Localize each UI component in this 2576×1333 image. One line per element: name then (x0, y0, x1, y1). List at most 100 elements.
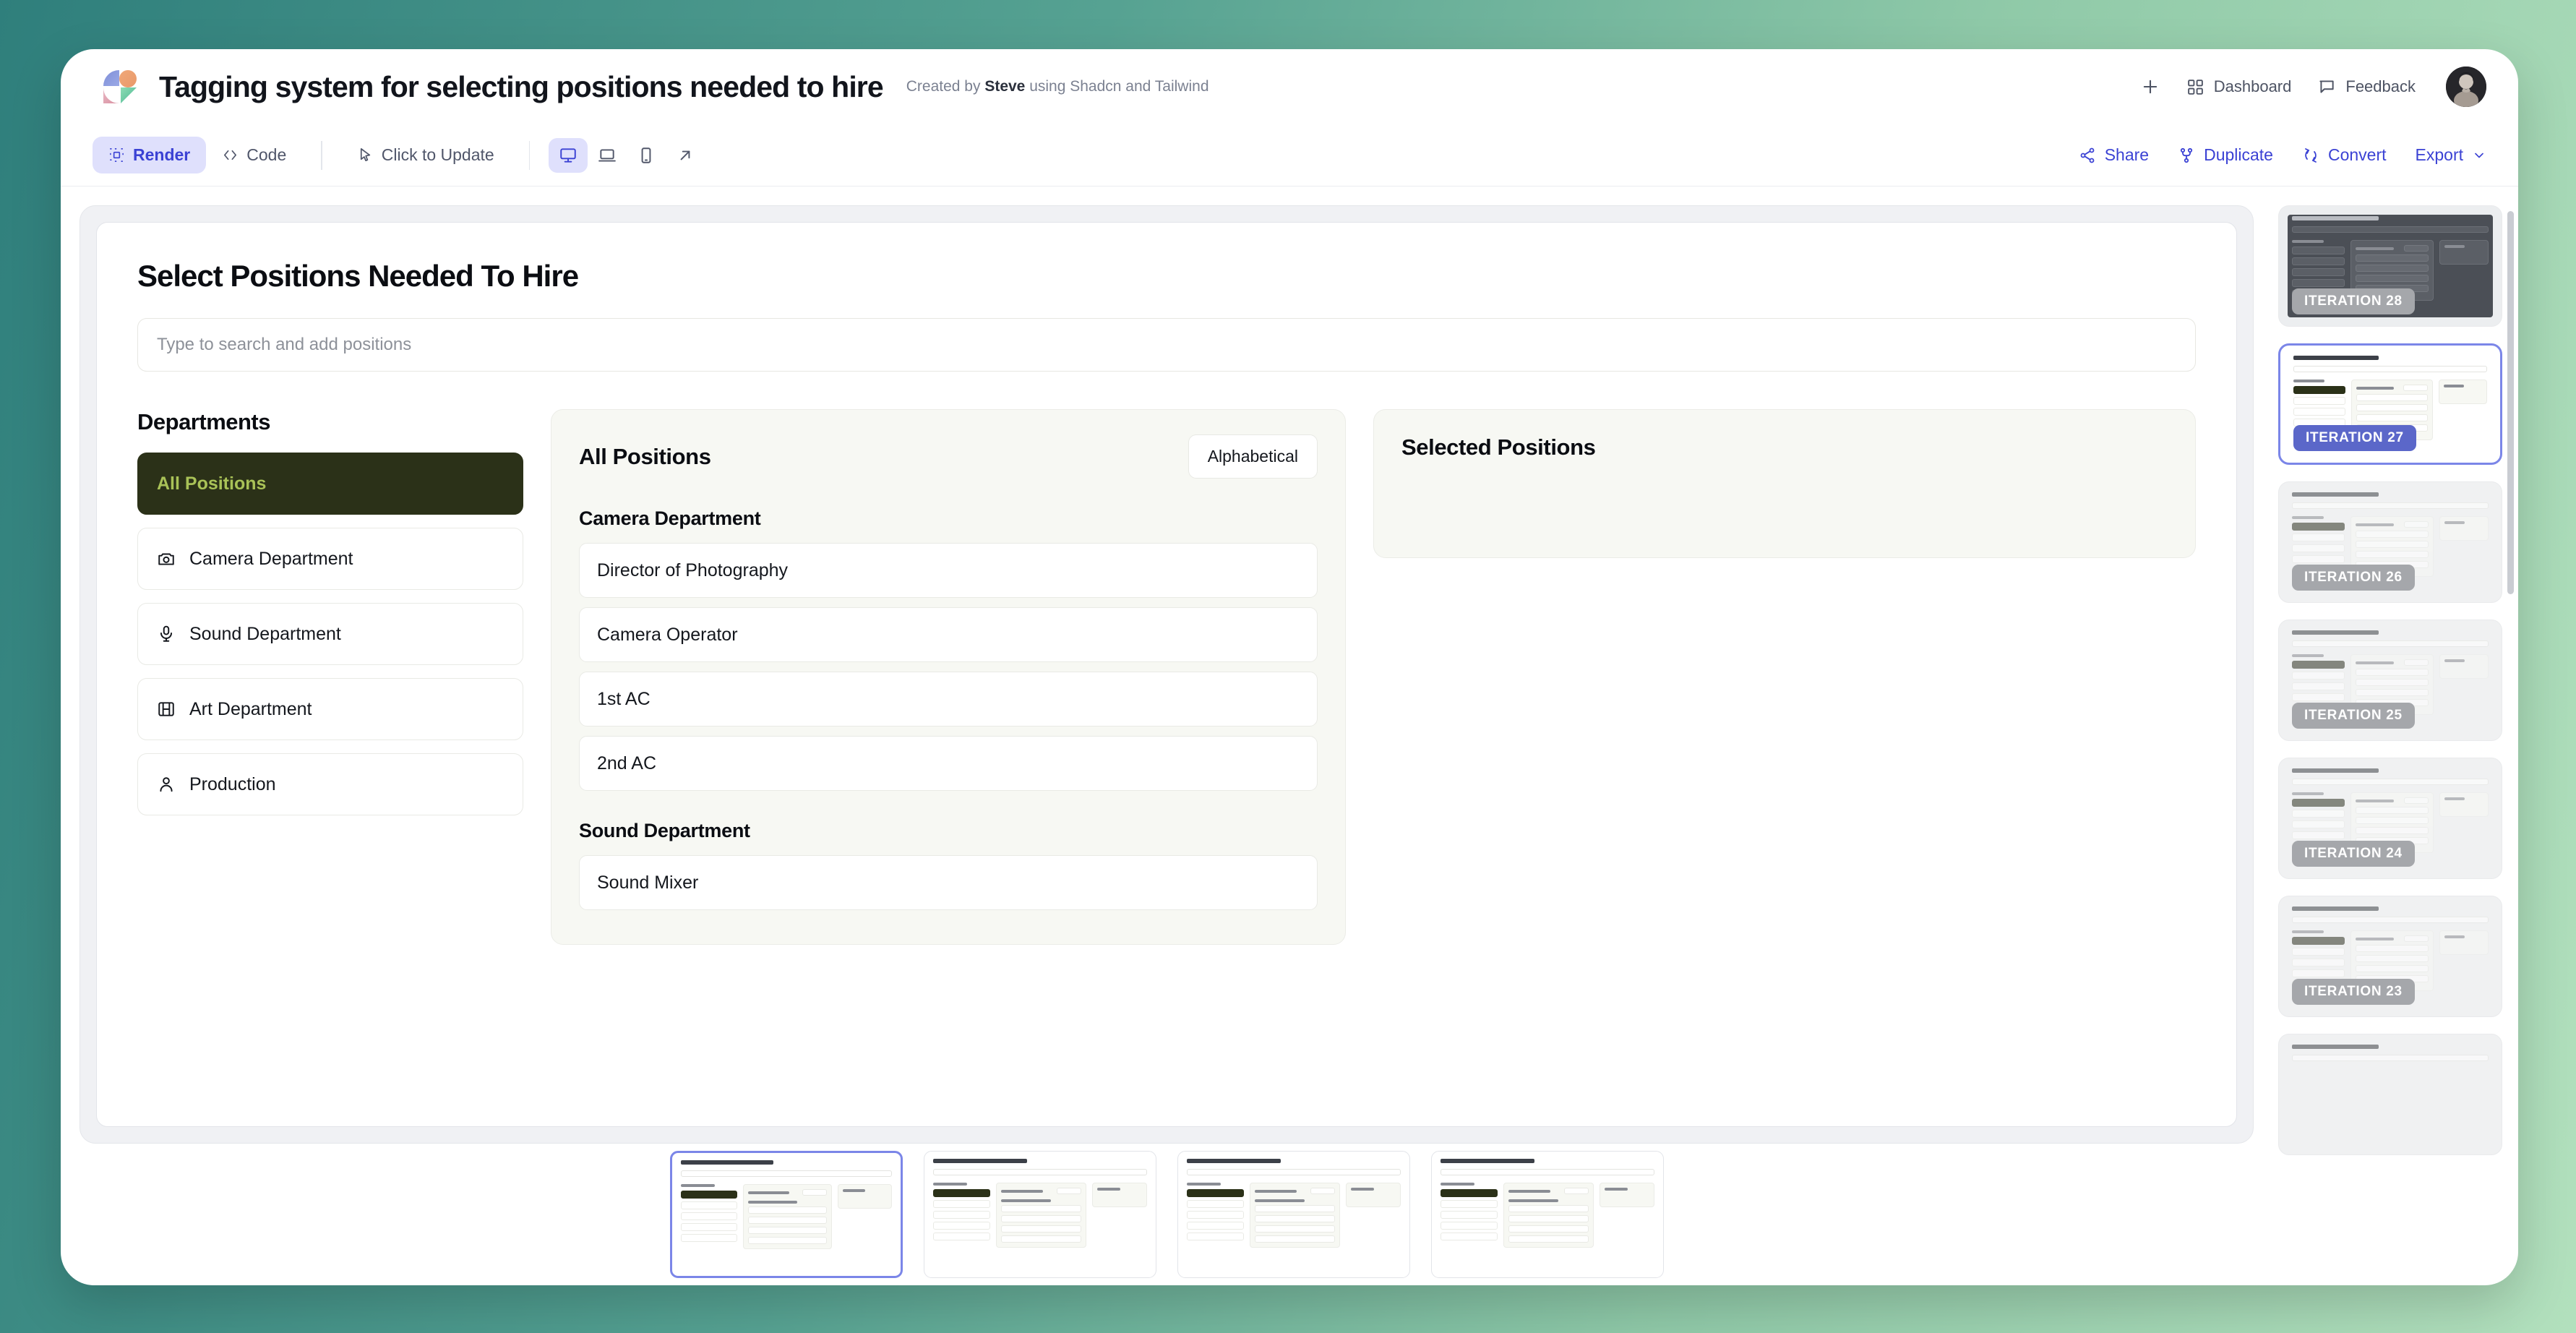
sidebar-item-all-positions[interactable]: All Positions (137, 453, 523, 515)
position-row[interactable]: 1st AC (579, 672, 1318, 726)
toolbar-right-actions: Share Duplicate Convert Export (2079, 145, 2486, 165)
chevron-down-icon (2472, 148, 2486, 163)
sidebar-item-camera-department[interactable]: Camera Department (137, 528, 523, 590)
search-input[interactable] (137, 318, 2196, 372)
all-positions-header: All Positions Alphabetical (579, 434, 1318, 479)
editor-toolbar: Render Code Click to Update (61, 124, 2518, 187)
microphone-icon (157, 625, 176, 643)
filmstrip-thumb-1[interactable] (669, 1151, 903, 1278)
user-avatar[interactable] (2446, 67, 2486, 107)
chat-bubble-icon (2317, 77, 2336, 96)
app-window: Tagging system for selecting positions n… (61, 49, 2518, 1285)
iteration-badge: ITERATION 26 (2292, 565, 2415, 591)
share-icon (2079, 147, 2096, 164)
sort-button[interactable]: Alphabetical (1188, 434, 1318, 479)
app-header: Tagging system for selecting positions n… (61, 49, 2518, 124)
desktop-icon[interactable] (549, 137, 588, 173)
film-icon (157, 700, 176, 719)
duplicate-button[interactable]: Duplicate (2178, 145, 2273, 165)
iteration-card[interactable]: ITERATION 24 (2278, 758, 2502, 879)
share-label: Share (2104, 145, 2150, 164)
cursor-icon (357, 147, 374, 163)
all-positions-title: All Positions (579, 443, 711, 469)
dept-label: All Positions (157, 473, 267, 494)
branch-icon (2178, 147, 2195, 164)
selected-positions-panel: Selected Positions (1373, 409, 2196, 558)
new-button[interactable] (2140, 77, 2160, 97)
iteration-badge: ITERATION 24 (2292, 841, 2415, 867)
dept-label: Production (189, 773, 276, 794)
mobile-icon[interactable] (627, 138, 666, 173)
iteration-card[interactable]: ITERATION 27 (2278, 343, 2502, 465)
filmstrip-thumb-2[interactable] (923, 1151, 1156, 1278)
person-icon (157, 775, 176, 794)
sidebar-item-sound-department[interactable]: Sound Department (137, 603, 523, 665)
group-title-sound: Sound Department (579, 820, 750, 841)
departments-sidebar: Departments All Positions Camera Departm… (137, 409, 523, 945)
duplicate-label: Duplicate (2204, 145, 2273, 164)
click-to-update-label: Click to Update (381, 145, 494, 164)
iteration-card[interactable] (2278, 1034, 2502, 1155)
thumbnail-preview (1432, 1152, 1663, 1277)
page-title: Tagging system for selecting positions n… (159, 69, 884, 103)
external-link-icon[interactable] (666, 138, 705, 173)
dept-label: Camera Department (189, 548, 353, 569)
iteration-card[interactable]: ITERATION 26 (2278, 481, 2502, 603)
iteration-card[interactable]: ITERATION 28 (2278, 205, 2502, 327)
tab-code[interactable]: Code (206, 137, 302, 173)
sidebar-item-art-department[interactable]: Art Department (137, 678, 523, 740)
feedback-button[interactable]: Feedback (2317, 77, 2416, 96)
editor-body: Select Positions Needed To Hire Departme… (61, 187, 2518, 1285)
plus-icon (2140, 77, 2160, 97)
laptop-icon[interactable] (588, 138, 627, 173)
export-button[interactable]: Export (2416, 145, 2486, 165)
iteration-card[interactable]: ITERATION 23 (2278, 896, 2502, 1017)
click-to-update-button[interactable]: Click to Update (341, 137, 510, 173)
iteration-card[interactable]: ITERATION 25 (2278, 620, 2502, 741)
dept-label: Art Department (189, 698, 312, 719)
selected-positions-title: Selected Positions (1401, 434, 1596, 460)
sidebar-item-production[interactable]: Production (137, 753, 523, 815)
dashboard-button[interactable]: Dashboard (2186, 77, 2292, 96)
iterations-scrollbar[interactable] (2507, 211, 2514, 594)
export-label: Export (2415, 145, 2463, 164)
position-row[interactable]: Director of Photography (579, 543, 1318, 598)
rendered-app: Select Positions Needed To Hire Departme… (96, 222, 2237, 1127)
thumbnail-preview (1178, 1152, 1409, 1277)
position-row[interactable]: 2nd AC (579, 736, 1318, 791)
preview-canvas: Select Positions Needed To Hire Departme… (80, 205, 2254, 1144)
header-actions: Dashboard Feedback (2140, 67, 2486, 107)
tab-render-label: Render (133, 145, 191, 164)
departments-heading: Departments (137, 409, 271, 434)
grid-icon (2186, 78, 2204, 96)
tab-code-label: Code (246, 145, 287, 164)
quadrant-logo-icon (100, 67, 140, 107)
camera-icon (157, 549, 176, 568)
code-icon (222, 147, 239, 163)
share-button[interactable]: Share (2079, 145, 2149, 165)
iteration-badge: ITERATION 27 (2293, 425, 2416, 451)
dept-label: Sound Department (189, 623, 341, 644)
subtitle-prefix: Created by (906, 78, 985, 95)
dashboard-label: Dashboard (2213, 77, 2292, 95)
filmstrip (80, 1144, 2254, 1285)
iterations-list: ITERATION 28 ITERATION 27 (2278, 205, 2502, 1155)
position-row[interactable]: Sound Mixer (579, 855, 1318, 910)
filmstrip-thumb-3[interactable] (1177, 1151, 1410, 1278)
all-positions-panel: All Positions Alphabetical Camera Depart… (551, 409, 1346, 945)
subtitle-author: Steve (984, 78, 1026, 95)
iteration-preview (2279, 896, 2502, 1016)
filmstrip-thumb-4[interactable] (1430, 1151, 1664, 1278)
convert-button[interactable]: Convert (2302, 145, 2387, 165)
thumbnail-preview (924, 1152, 1156, 1277)
refresh-icon (2302, 147, 2319, 164)
toolbar-divider-2 (528, 140, 531, 170)
tab-render[interactable]: Render (93, 137, 207, 173)
position-row[interactable]: Camera Operator (579, 607, 1318, 662)
iterations-rail: ITERATION 28 ITERATION 27 (2272, 187, 2518, 1285)
iteration-badge: ITERATION 25 (2292, 703, 2415, 729)
iteration-badge: ITERATION 28 (2292, 288, 2415, 314)
frame-icon (108, 147, 125, 163)
group-title-camera: Camera Department (579, 507, 761, 529)
toolbar-divider-1 (321, 140, 322, 170)
